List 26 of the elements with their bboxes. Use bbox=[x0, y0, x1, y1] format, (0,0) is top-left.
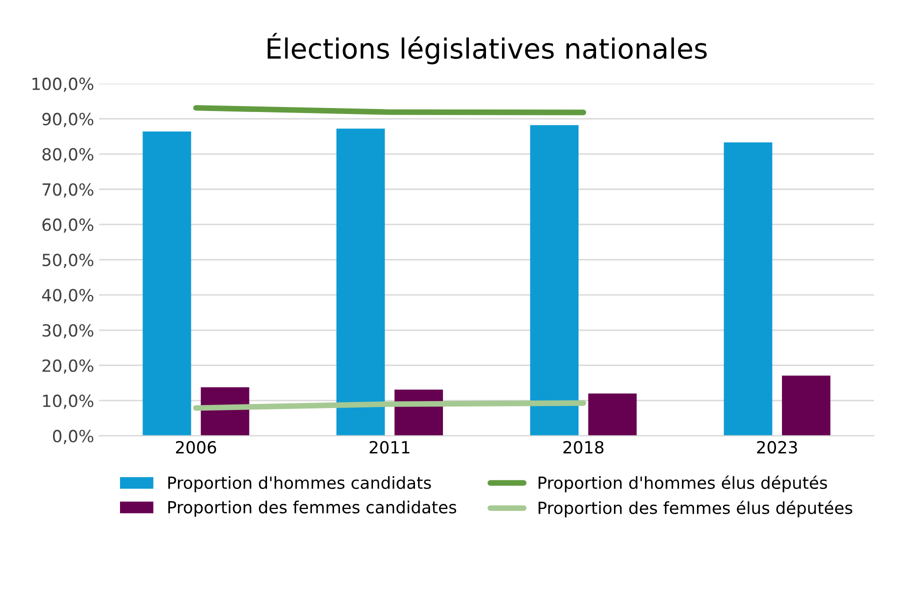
y-tick-label: 30,0% bbox=[42, 324, 94, 338]
y-tick-label: 60,0% bbox=[42, 218, 94, 233]
x-tick-label: 2011 bbox=[370, 440, 410, 454]
bar bbox=[530, 125, 579, 436]
y-tick-label: 40,0% bbox=[42, 288, 94, 304]
y-tick-label: 100,0% bbox=[32, 78, 94, 92]
x-tick-label: 2023 bbox=[757, 440, 797, 454]
y-tick-label: 20,0% bbox=[42, 359, 94, 374]
y-tick-label: 10,0% bbox=[43, 394, 94, 409]
bar bbox=[588, 394, 637, 436]
legend-label: Proportion des femmes élus députées bbox=[538, 500, 852, 518]
x-tick-label: 2006 bbox=[176, 440, 216, 454]
legend-label: Proportion des femmes candidates bbox=[168, 500, 456, 517]
legend-label: Proportion d'hommes élus députés bbox=[538, 475, 827, 492]
bar bbox=[724, 142, 772, 436]
y-tick-label: 50,0% bbox=[42, 254, 94, 268]
y-tick-label: 70,0% bbox=[42, 183, 94, 198]
y-tick-label: 0,0% bbox=[53, 430, 94, 444]
bar bbox=[142, 131, 192, 436]
y-tick-label: 80,0% bbox=[42, 148, 94, 162]
bar bbox=[782, 376, 830, 436]
chart-title: Élections législatives nationales bbox=[268, 32, 707, 64]
x-tick-label: 2018 bbox=[563, 440, 604, 454]
legend-label: Proportion d'hommes candidats bbox=[168, 476, 431, 492]
y-tick-label: 90,0% bbox=[42, 112, 94, 128]
bar bbox=[336, 128, 385, 436]
